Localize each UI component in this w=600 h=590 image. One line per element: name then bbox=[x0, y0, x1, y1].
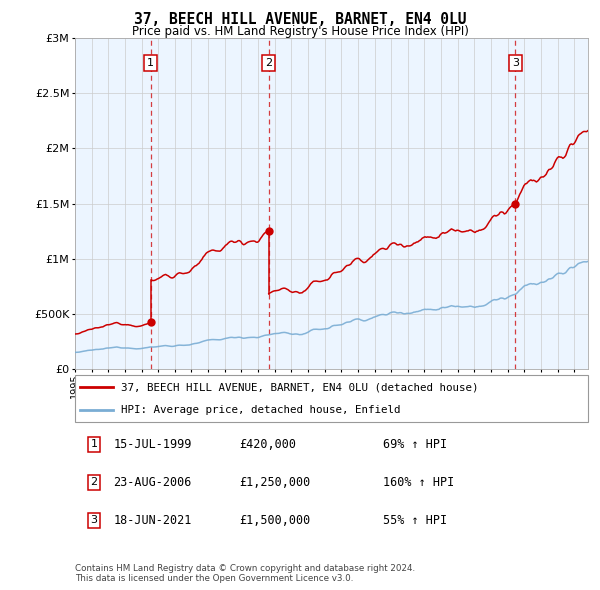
Text: £420,000: £420,000 bbox=[239, 438, 296, 451]
FancyBboxPatch shape bbox=[75, 375, 588, 422]
Text: 18-JUN-2021: 18-JUN-2021 bbox=[113, 514, 192, 527]
Text: HPI: Average price, detached house, Enfield: HPI: Average price, detached house, Enfi… bbox=[121, 405, 401, 415]
Bar bbox=[515, 38, 588, 369]
Text: 55% ↑ HPI: 55% ↑ HPI bbox=[383, 514, 447, 527]
Text: 160% ↑ HPI: 160% ↑ HPI bbox=[383, 476, 454, 489]
Text: 2: 2 bbox=[91, 477, 98, 487]
Text: 23-AUG-2006: 23-AUG-2006 bbox=[113, 476, 192, 489]
Text: £1,250,000: £1,250,000 bbox=[239, 476, 310, 489]
Bar bbox=[151, 38, 269, 369]
Text: 15-JUL-1999: 15-JUL-1999 bbox=[113, 438, 192, 451]
Text: 3: 3 bbox=[512, 58, 519, 68]
Text: £1,500,000: £1,500,000 bbox=[239, 514, 310, 527]
Text: Contains HM Land Registry data © Crown copyright and database right 2024.
This d: Contains HM Land Registry data © Crown c… bbox=[75, 563, 415, 583]
Text: 37, BEECH HILL AVENUE, BARNET, EN4 0LU (detached house): 37, BEECH HILL AVENUE, BARNET, EN4 0LU (… bbox=[121, 382, 479, 392]
Bar bbox=[269, 38, 515, 369]
Text: 1: 1 bbox=[91, 440, 97, 450]
Text: 2: 2 bbox=[265, 58, 272, 68]
Text: 1: 1 bbox=[147, 58, 154, 68]
Bar bbox=[75, 38, 151, 369]
Text: Price paid vs. HM Land Registry's House Price Index (HPI): Price paid vs. HM Land Registry's House … bbox=[131, 25, 469, 38]
Text: 3: 3 bbox=[91, 515, 97, 525]
Text: 37, BEECH HILL AVENUE, BARNET, EN4 0LU: 37, BEECH HILL AVENUE, BARNET, EN4 0LU bbox=[134, 12, 466, 27]
Text: 69% ↑ HPI: 69% ↑ HPI bbox=[383, 438, 447, 451]
